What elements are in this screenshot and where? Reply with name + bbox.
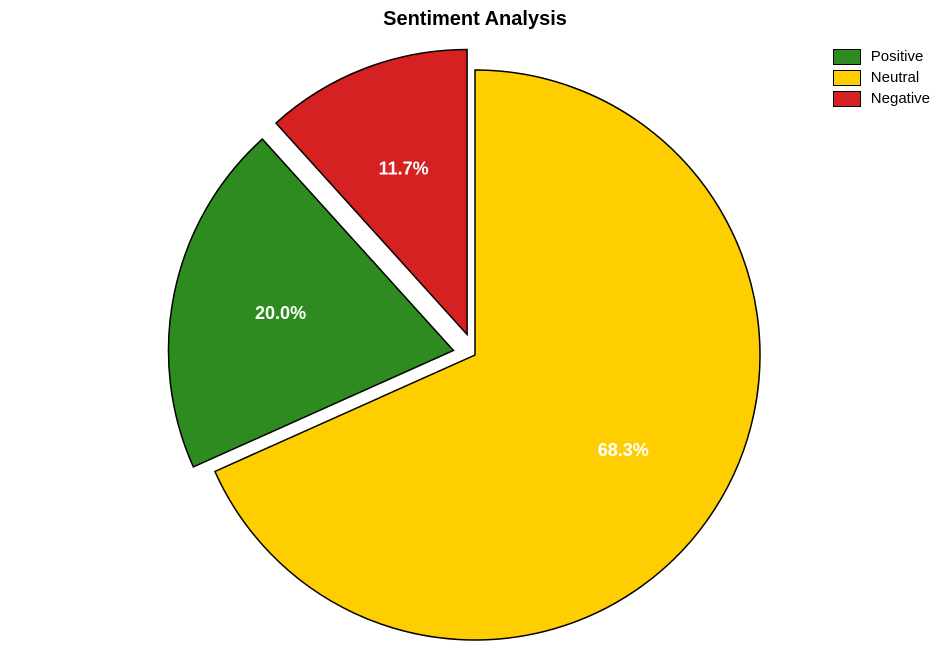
pie-label-neutral: 68.3% [598, 440, 649, 460]
legend-label: Positive [871, 48, 924, 65]
legend-swatch [833, 70, 861, 86]
pie-label-negative: 11.7% [379, 158, 429, 178]
legend-swatch [833, 91, 861, 107]
legend-swatch [833, 49, 861, 65]
legend-item: Negative [833, 90, 930, 107]
legend: Positive Neutral Negative [833, 48, 930, 107]
legend-item: Positive [833, 48, 930, 65]
pie-label-positive: 20.0% [255, 303, 306, 323]
chart-container: Sentiment Analysis 68.3%20.0%11.7% Posit… [0, 0, 950, 662]
legend-item: Neutral [833, 69, 930, 86]
pie-chart: 68.3% 20.0% 11.7% [0, 0, 950, 662]
legend-label: Neutral [871, 69, 919, 86]
legend-label: Negative [871, 90, 930, 107]
